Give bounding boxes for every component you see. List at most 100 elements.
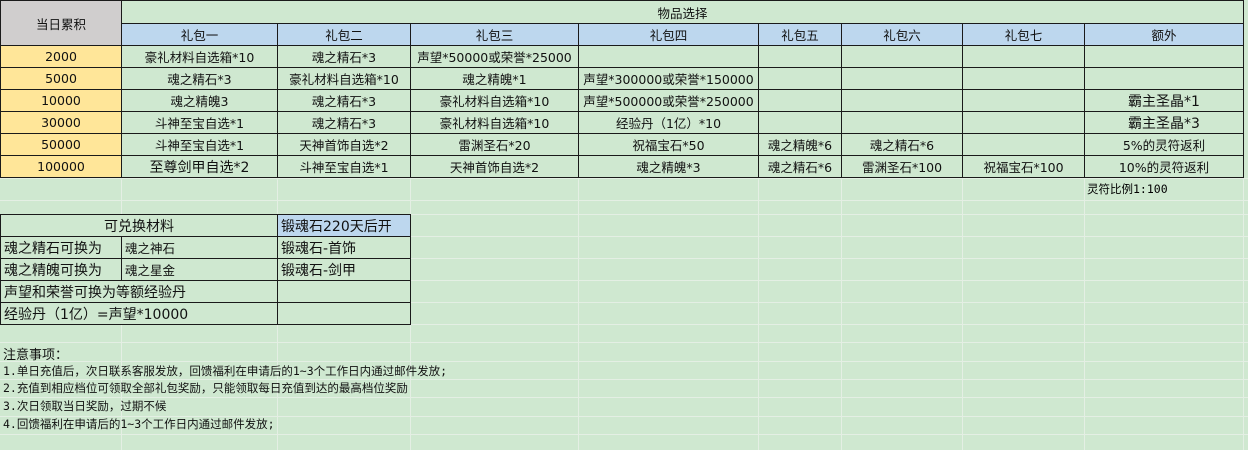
table-cell[interactable]: 10%的灵符返利 — [1084, 155, 1244, 178]
table-cell[interactable]: 斗神至宝自选*1 — [277, 155, 411, 178]
exchange-value[interactable]: 魂之神石 — [121, 236, 278, 259]
table-cell[interactable]: 霸主圣晶*3 — [1084, 111, 1244, 134]
table-cell[interactable] — [962, 111, 1085, 134]
exchange-side[interactable]: 锻魂石-剑甲 — [277, 258, 411, 281]
column-header[interactable]: 礼包一 — [121, 23, 278, 46]
table-cell[interactable] — [758, 67, 842, 90]
table-cell[interactable]: 魂之精魄3 — [121, 89, 278, 112]
amount-cell[interactable]: 30000 — [0, 111, 122, 134]
column-header[interactable]: 礼包七 — [962, 23, 1085, 46]
table-cell[interactable]: 魂之精石*3 — [277, 45, 411, 68]
table-cell[interactable] — [578, 45, 759, 68]
amount-cell[interactable]: 100000 — [0, 155, 122, 178]
exchange-value[interactable]: 魂之星金 — [121, 258, 278, 281]
table-cell[interactable] — [841, 111, 963, 134]
table-cell[interactable]: 魂之精石*6 — [841, 133, 963, 156]
table-cell[interactable] — [1084, 67, 1244, 90]
gridline — [0, 397, 1248, 398]
exchange-label[interactable]: 经验丹（1亿）=声望*10000 — [0, 302, 278, 325]
table-cell[interactable]: 雷渊圣石*100 — [841, 155, 963, 178]
gridline — [0, 379, 1248, 380]
table-cell[interactable] — [758, 45, 842, 68]
note-item: 1.单日充值后，次日联系客服发放，回馈福利在申请后的1~3个工作日内通过邮件发放… — [3, 364, 448, 378]
table-cell[interactable]: 霸主圣晶*1 — [1084, 89, 1244, 112]
table-cell[interactable]: 至尊剑甲自选*2 — [121, 155, 278, 178]
ratio-note: 灵符比例1:100 — [1087, 182, 1168, 196]
gridline — [0, 324, 1248, 325]
amount-cell[interactable]: 5000 — [0, 67, 122, 90]
table-cell[interactable] — [962, 45, 1085, 68]
gridline — [1243, 0, 1244, 450]
table-cell[interactable]: 魂之精魄*6 — [758, 133, 842, 156]
table-cell[interactable]: 魂之精石*3 — [121, 67, 278, 90]
gridline — [962, 0, 963, 450]
table-cell[interactable]: 祝福宝石*100 — [962, 155, 1085, 178]
notes-title: 注意事项： — [3, 348, 69, 363]
gridline — [0, 361, 1248, 362]
table-cell[interactable]: 豪礼材料自选箱*10 — [410, 89, 579, 112]
column-header[interactable]: 礼包四 — [578, 23, 759, 46]
exchange-side[interactable] — [277, 280, 411, 303]
table-cell[interactable]: 5%的灵符返利 — [1084, 133, 1244, 156]
table-cell[interactable]: 魂之精石*3 — [277, 111, 411, 134]
exchange-header[interactable]: 可兑换材料 — [0, 214, 278, 237]
column-header[interactable]: 礼包二 — [277, 23, 411, 46]
table-cell[interactable]: 经验丹（1亿）*10 — [578, 111, 759, 134]
gridline — [0, 342, 1248, 343]
exchange-label[interactable]: 魂之精石可换为 — [0, 236, 122, 259]
exchange-side[interactable]: 锻魂石-首饰 — [277, 236, 411, 259]
note-item: 2.充值到相应档位可领取全部礼包奖励，只能领取每日充值到达的最高档位奖励 — [3, 381, 408, 395]
table-cell[interactable]: 魂之精石*6 — [758, 155, 842, 178]
table-cell[interactable]: 魂之精石*3 — [277, 89, 411, 112]
column-header[interactable]: 礼包六 — [841, 23, 963, 46]
corner-header[interactable]: 当日累积 — [0, 0, 122, 46]
table-cell[interactable]: 天神首饰自选*2 — [410, 155, 579, 178]
table-cell[interactable]: 豪礼材料自选箱*10 — [277, 67, 411, 90]
table-cell[interactable]: 斗神至宝自选*1 — [121, 111, 278, 134]
table-cell[interactable]: 豪礼材料自选箱*10 — [410, 111, 579, 134]
table-cell[interactable] — [841, 89, 963, 112]
exchange-label[interactable]: 声望和荣誉可换为等额经验丹 — [0, 280, 278, 303]
table-cell[interactable]: 斗神至宝自选*1 — [121, 133, 278, 156]
table-cell[interactable] — [962, 67, 1085, 90]
gridline — [0, 280, 1248, 281]
column-header[interactable]: 额外 — [1084, 23, 1244, 46]
note-item: 3.次日领取当日奖励，过期不候 — [3, 399, 167, 413]
gridline — [0, 416, 1248, 417]
gridline — [0, 200, 1248, 201]
gridline — [758, 0, 759, 450]
gridline — [1084, 0, 1085, 450]
gridline — [0, 434, 1248, 435]
table-cell[interactable] — [962, 89, 1085, 112]
group-header[interactable]: 物品选择 — [121, 0, 1244, 24]
gridline — [0, 236, 1248, 237]
exchange-side[interactable] — [277, 302, 411, 325]
amount-cell[interactable]: 2000 — [0, 45, 122, 68]
table-cell[interactable] — [841, 45, 963, 68]
table-cell[interactable] — [1084, 45, 1244, 68]
table-cell[interactable]: 天神首饰自选*2 — [277, 133, 411, 156]
table-cell[interactable]: 魂之精魄*1 — [410, 67, 579, 90]
exchange-label[interactable]: 魂之精魄可换为 — [0, 258, 122, 281]
table-cell[interactable]: 声望*50000或荣誉*25000 — [410, 45, 579, 68]
gridline — [0, 258, 1248, 259]
table-cell[interactable]: 雷渊圣石*20 — [410, 133, 579, 156]
amount-cell[interactable]: 10000 — [0, 89, 122, 112]
table-cell[interactable] — [962, 133, 1085, 156]
table-cell[interactable]: 豪礼材料自选箱*10 — [121, 45, 278, 68]
table-cell[interactable] — [758, 89, 842, 112]
table-cell[interactable]: 声望*500000或荣誉*250000 — [578, 89, 759, 112]
table-cell[interactable]: 声望*300000或荣誉*150000 — [578, 67, 759, 90]
column-header[interactable]: 礼包三 — [410, 23, 579, 46]
table-cell[interactable]: 祝福宝石*50 — [578, 133, 759, 156]
gridline — [578, 0, 579, 450]
table-cell[interactable] — [841, 67, 963, 90]
column-header[interactable]: 礼包五 — [758, 23, 842, 46]
gridline — [841, 0, 842, 450]
table-cell[interactable] — [758, 111, 842, 134]
exchange-side-header[interactable]: 锻魂石220天后开 — [277, 214, 411, 237]
table-cell[interactable]: 魂之精魄*3 — [578, 155, 759, 178]
gridline — [0, 214, 1248, 215]
gridline — [0, 178, 1248, 179]
amount-cell[interactable]: 50000 — [0, 133, 122, 156]
